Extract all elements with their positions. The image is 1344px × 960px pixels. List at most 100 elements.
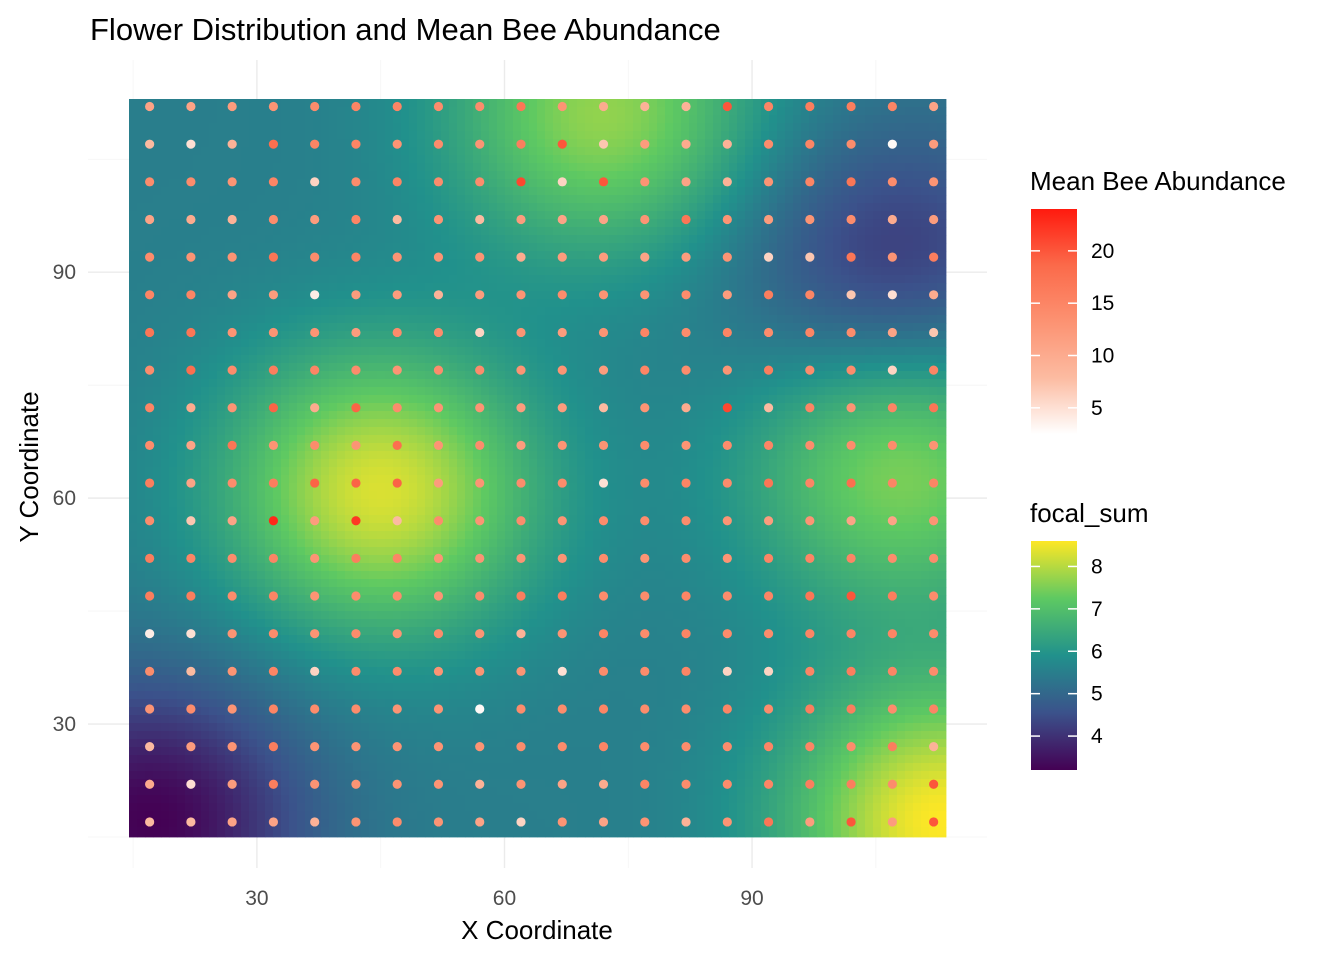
- heatmap-cell: [257, 179, 266, 188]
- heatmap-cell: [265, 115, 274, 124]
- heatmap-cell: [913, 283, 922, 292]
- heatmap-cell: [929, 235, 938, 244]
- heatmap-cell: [825, 227, 834, 236]
- heatmap-cell: [265, 203, 274, 212]
- heatmap-cell: [473, 347, 482, 356]
- heatmap-cell: [625, 123, 634, 132]
- heatmap-cell: [737, 195, 746, 204]
- heatmap-cell: [521, 251, 530, 260]
- heatmap-cell: [401, 403, 410, 412]
- heatmap-cell: [289, 267, 298, 276]
- heatmap-cell: [841, 235, 850, 244]
- heatmap-cell: [649, 379, 658, 388]
- heatmap-cell: [305, 347, 314, 356]
- heatmap-cell: [201, 371, 210, 380]
- heatmap-cell: [161, 475, 170, 484]
- heatmap-cell: [129, 123, 138, 132]
- heatmap-cell: [713, 195, 722, 204]
- heatmap-cell: [137, 395, 146, 404]
- heatmap-cell: [513, 187, 522, 196]
- heatmap-cell: [257, 427, 266, 436]
- heatmap-cell: [385, 331, 394, 340]
- heatmap-cell: [153, 347, 162, 356]
- heatmap-cell: [921, 323, 930, 332]
- heatmap-cell: [649, 195, 658, 204]
- heatmap-cell: [905, 435, 914, 444]
- heatmap-cell: [857, 187, 866, 196]
- heatmap-cell: [289, 259, 298, 268]
- heatmap-cell: [737, 243, 746, 252]
- heatmap-cell: [481, 99, 490, 108]
- heatmap-cell: [169, 219, 178, 228]
- heatmap-cell: [537, 203, 546, 212]
- heatmap-cell: [569, 379, 578, 388]
- heatmap-cell: [481, 115, 490, 124]
- heatmap-cell: [617, 379, 626, 388]
- heatmap-cell: [625, 283, 634, 292]
- heatmap-cell: [625, 387, 634, 396]
- heatmap-cell: [633, 323, 642, 332]
- heatmap-cell: [657, 395, 666, 404]
- heatmap-cell: [745, 115, 754, 124]
- heatmap-cell: [809, 219, 818, 228]
- heatmap-cell: [625, 115, 634, 124]
- heatmap-cell: [201, 107, 210, 116]
- heatmap-cell: [601, 435, 610, 444]
- heatmap-cell: [577, 459, 586, 468]
- heatmap-cell: [345, 395, 354, 404]
- heatmap-cell: [449, 195, 458, 204]
- heatmap-cell: [833, 107, 842, 116]
- heatmap-cell: [673, 243, 682, 252]
- heatmap-cell: [753, 411, 762, 420]
- heatmap-cell: [753, 243, 762, 252]
- heatmap-cell: [705, 467, 714, 476]
- heatmap-cell: [345, 299, 354, 308]
- heatmap-cell: [633, 219, 642, 228]
- heatmap-cell: [297, 395, 306, 404]
- heatmap-cell: [761, 107, 770, 116]
- heatmap-cell: [593, 299, 602, 308]
- heatmap-cell: [673, 187, 682, 196]
- heatmap-cell: [257, 147, 266, 156]
- heatmap-cell: [225, 395, 234, 404]
- heatmap-cell: [545, 227, 554, 236]
- heatmap-cell: [697, 235, 706, 244]
- heatmap-cell: [241, 235, 250, 244]
- heatmap-cell: [745, 147, 754, 156]
- heatmap-cell: [753, 131, 762, 140]
- heatmap-cell: [329, 291, 338, 300]
- heatmap-cell: [881, 251, 890, 260]
- heatmap-cell: [409, 371, 418, 380]
- heatmap-cell: [785, 131, 794, 140]
- heatmap-cell: [649, 123, 658, 132]
- heatmap-cell: [385, 299, 394, 308]
- heatmap-cell: [385, 483, 394, 492]
- heatmap-cell: [529, 195, 538, 204]
- heatmap-cell: [561, 467, 570, 476]
- heatmap-cell: [689, 395, 698, 404]
- heatmap-cell: [185, 203, 194, 212]
- heatmap-cell: [489, 139, 498, 148]
- heatmap-cell: [937, 443, 946, 452]
- heatmap-cell: [241, 147, 250, 156]
- heatmap-cell: [297, 483, 306, 492]
- heatmap-cell: [569, 419, 578, 428]
- heatmap-cell: [337, 171, 346, 180]
- heatmap-cell: [777, 331, 786, 340]
- heatmap-cell: [273, 187, 282, 196]
- heatmap-cell: [201, 427, 210, 436]
- heatmap-cell: [329, 163, 338, 172]
- heatmap-cell: [257, 211, 266, 220]
- heatmap-cell: [721, 243, 730, 252]
- heatmap-cell: [569, 131, 578, 140]
- heatmap-cell: [545, 371, 554, 380]
- heatmap-cell: [393, 387, 402, 396]
- heatmap-cell: [305, 163, 314, 172]
- heatmap-cell: [649, 451, 658, 460]
- heatmap-cell: [497, 195, 506, 204]
- heatmap-cell: [241, 179, 250, 188]
- heatmap-cell: [377, 395, 386, 404]
- heatmap-cell: [825, 323, 834, 332]
- heatmap-cell: [705, 259, 714, 268]
- heatmap-cell: [849, 243, 858, 252]
